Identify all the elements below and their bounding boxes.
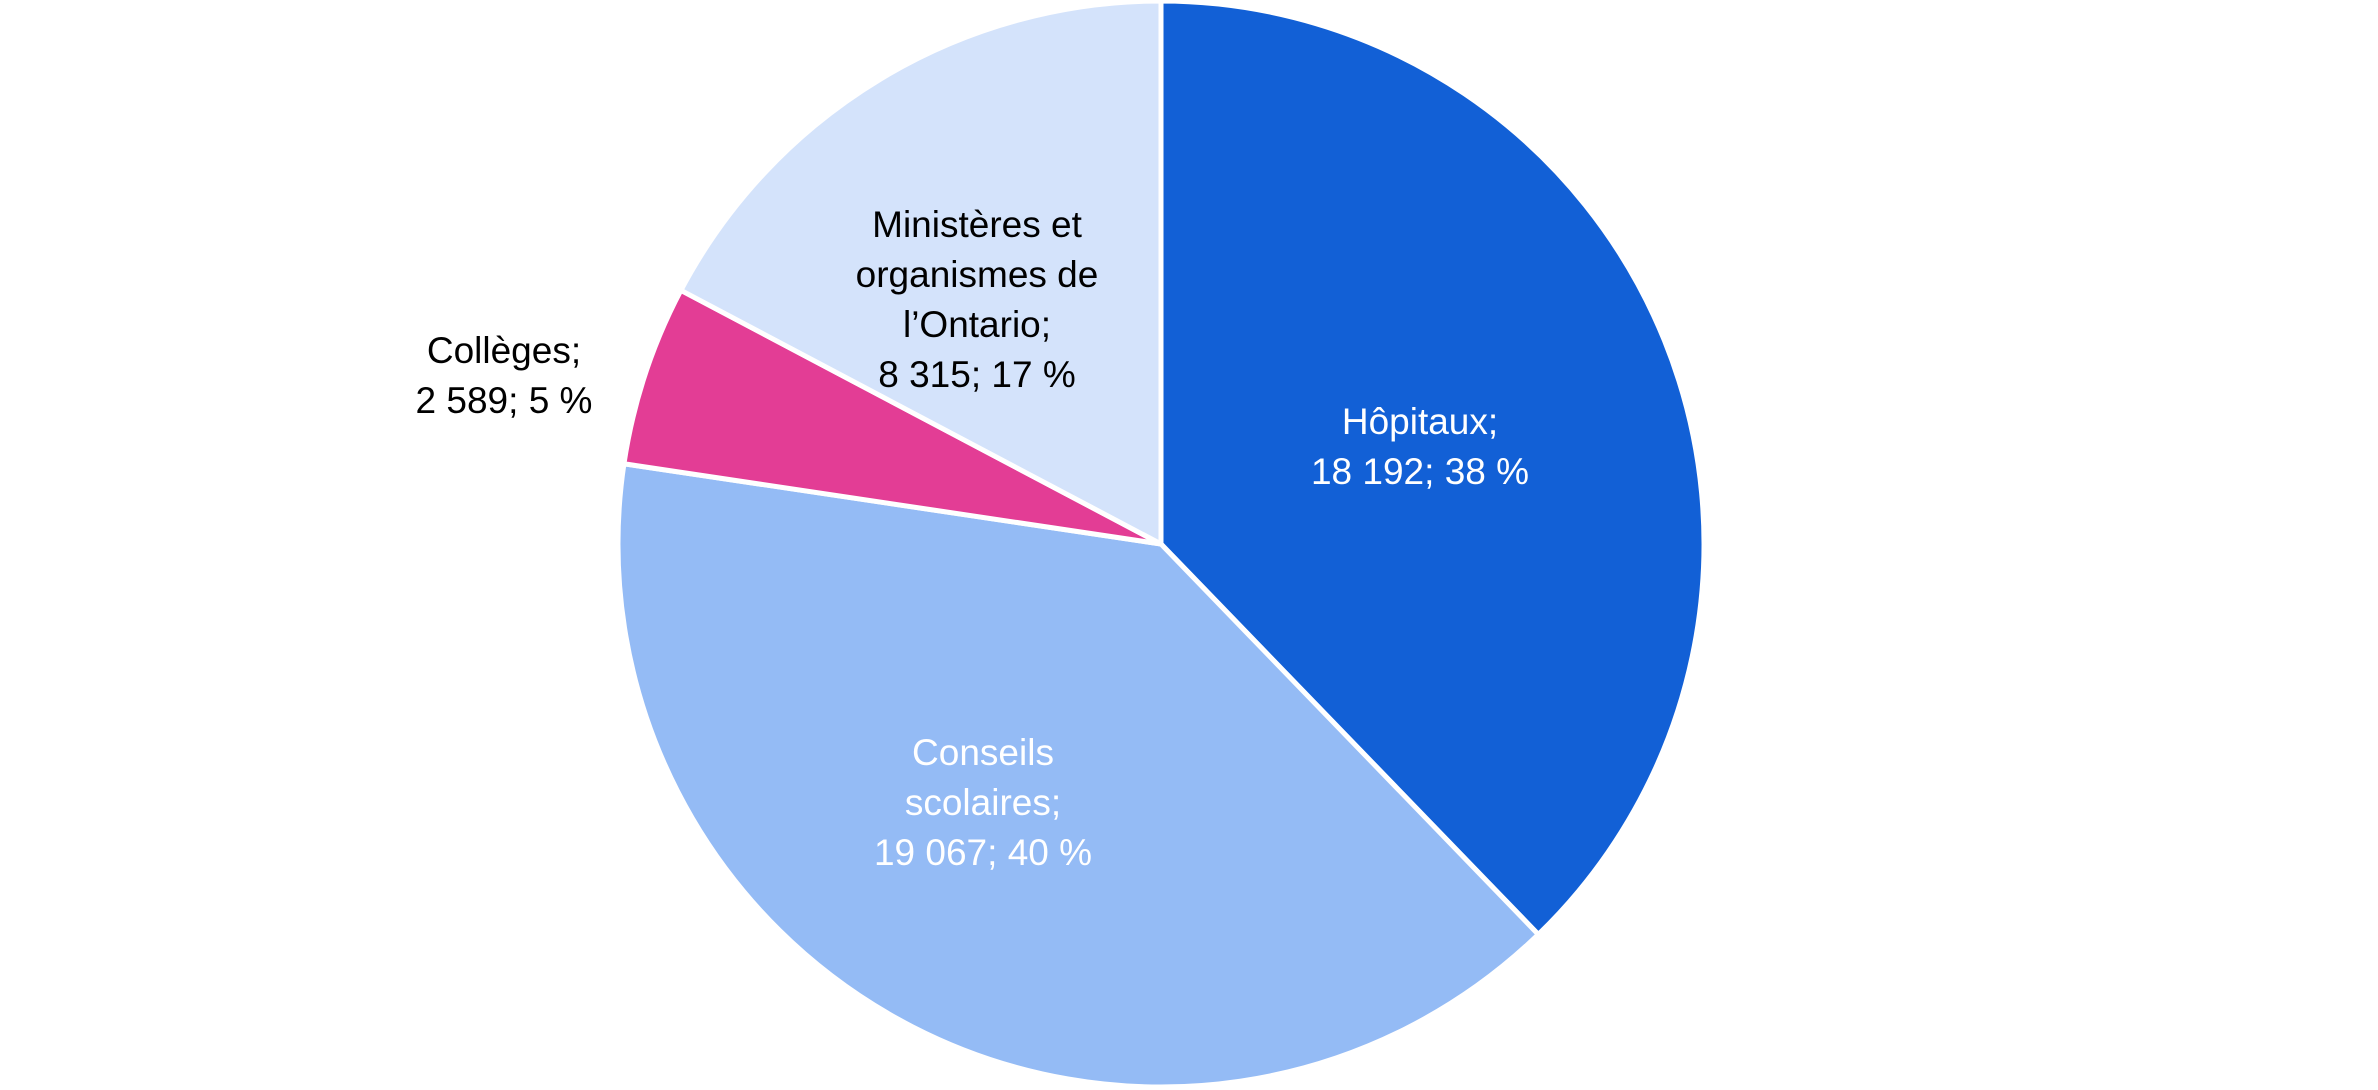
pie-slice (678, 0, 1164, 547)
value-label: 19 067; 40 % (873, 832, 1093, 873)
category-label: Conseils scolaires; (904, 732, 1062, 823)
pie-slice (621, 287, 1164, 547)
pie-slice (615, 461, 1541, 1090)
category-label: Hôpitaux; (1341, 401, 1499, 442)
value-label: 8 315; 17 % (878, 354, 1076, 395)
category-label: Ministères et organismes de l’Ontario; (855, 204, 1099, 345)
category-label: Collèges; (426, 330, 582, 371)
value-label: 2 589; 5 % (415, 380, 593, 421)
slice-label: Conseils scolaires; 19 067; 40 % (833, 728, 1133, 878)
slice-label: Collèges; 2 589; 5 % (354, 326, 654, 426)
value-label: 18 192; 38 % (1310, 451, 1530, 492)
slice-label: Ministères et organismes de l’Ontario; 8 … (827, 200, 1127, 400)
slice-label: Hôpitaux; 18 192; 38 % (1270, 397, 1570, 497)
pie-slice (1158, 0, 1707, 937)
